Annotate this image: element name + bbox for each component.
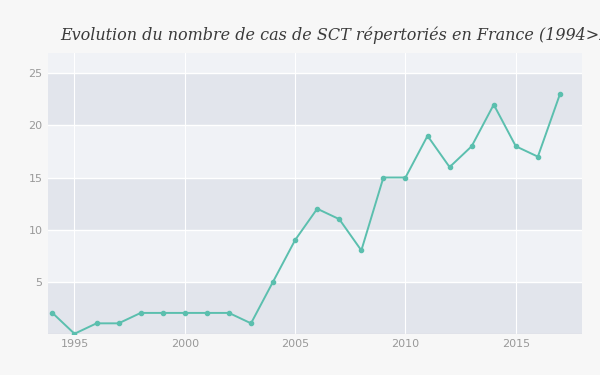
Bar bbox=[48, 74, 582, 125]
Bar bbox=[48, 177, 582, 230]
Bar bbox=[48, 230, 582, 282]
Bar bbox=[48, 282, 582, 334]
Bar bbox=[48, 53, 582, 74]
Bar bbox=[48, 125, 582, 177]
Text: Evolution du nombre de cas de SCT répertoriés en France (1994>2017): Evolution du nombre de cas de SCT répert… bbox=[60, 26, 600, 44]
